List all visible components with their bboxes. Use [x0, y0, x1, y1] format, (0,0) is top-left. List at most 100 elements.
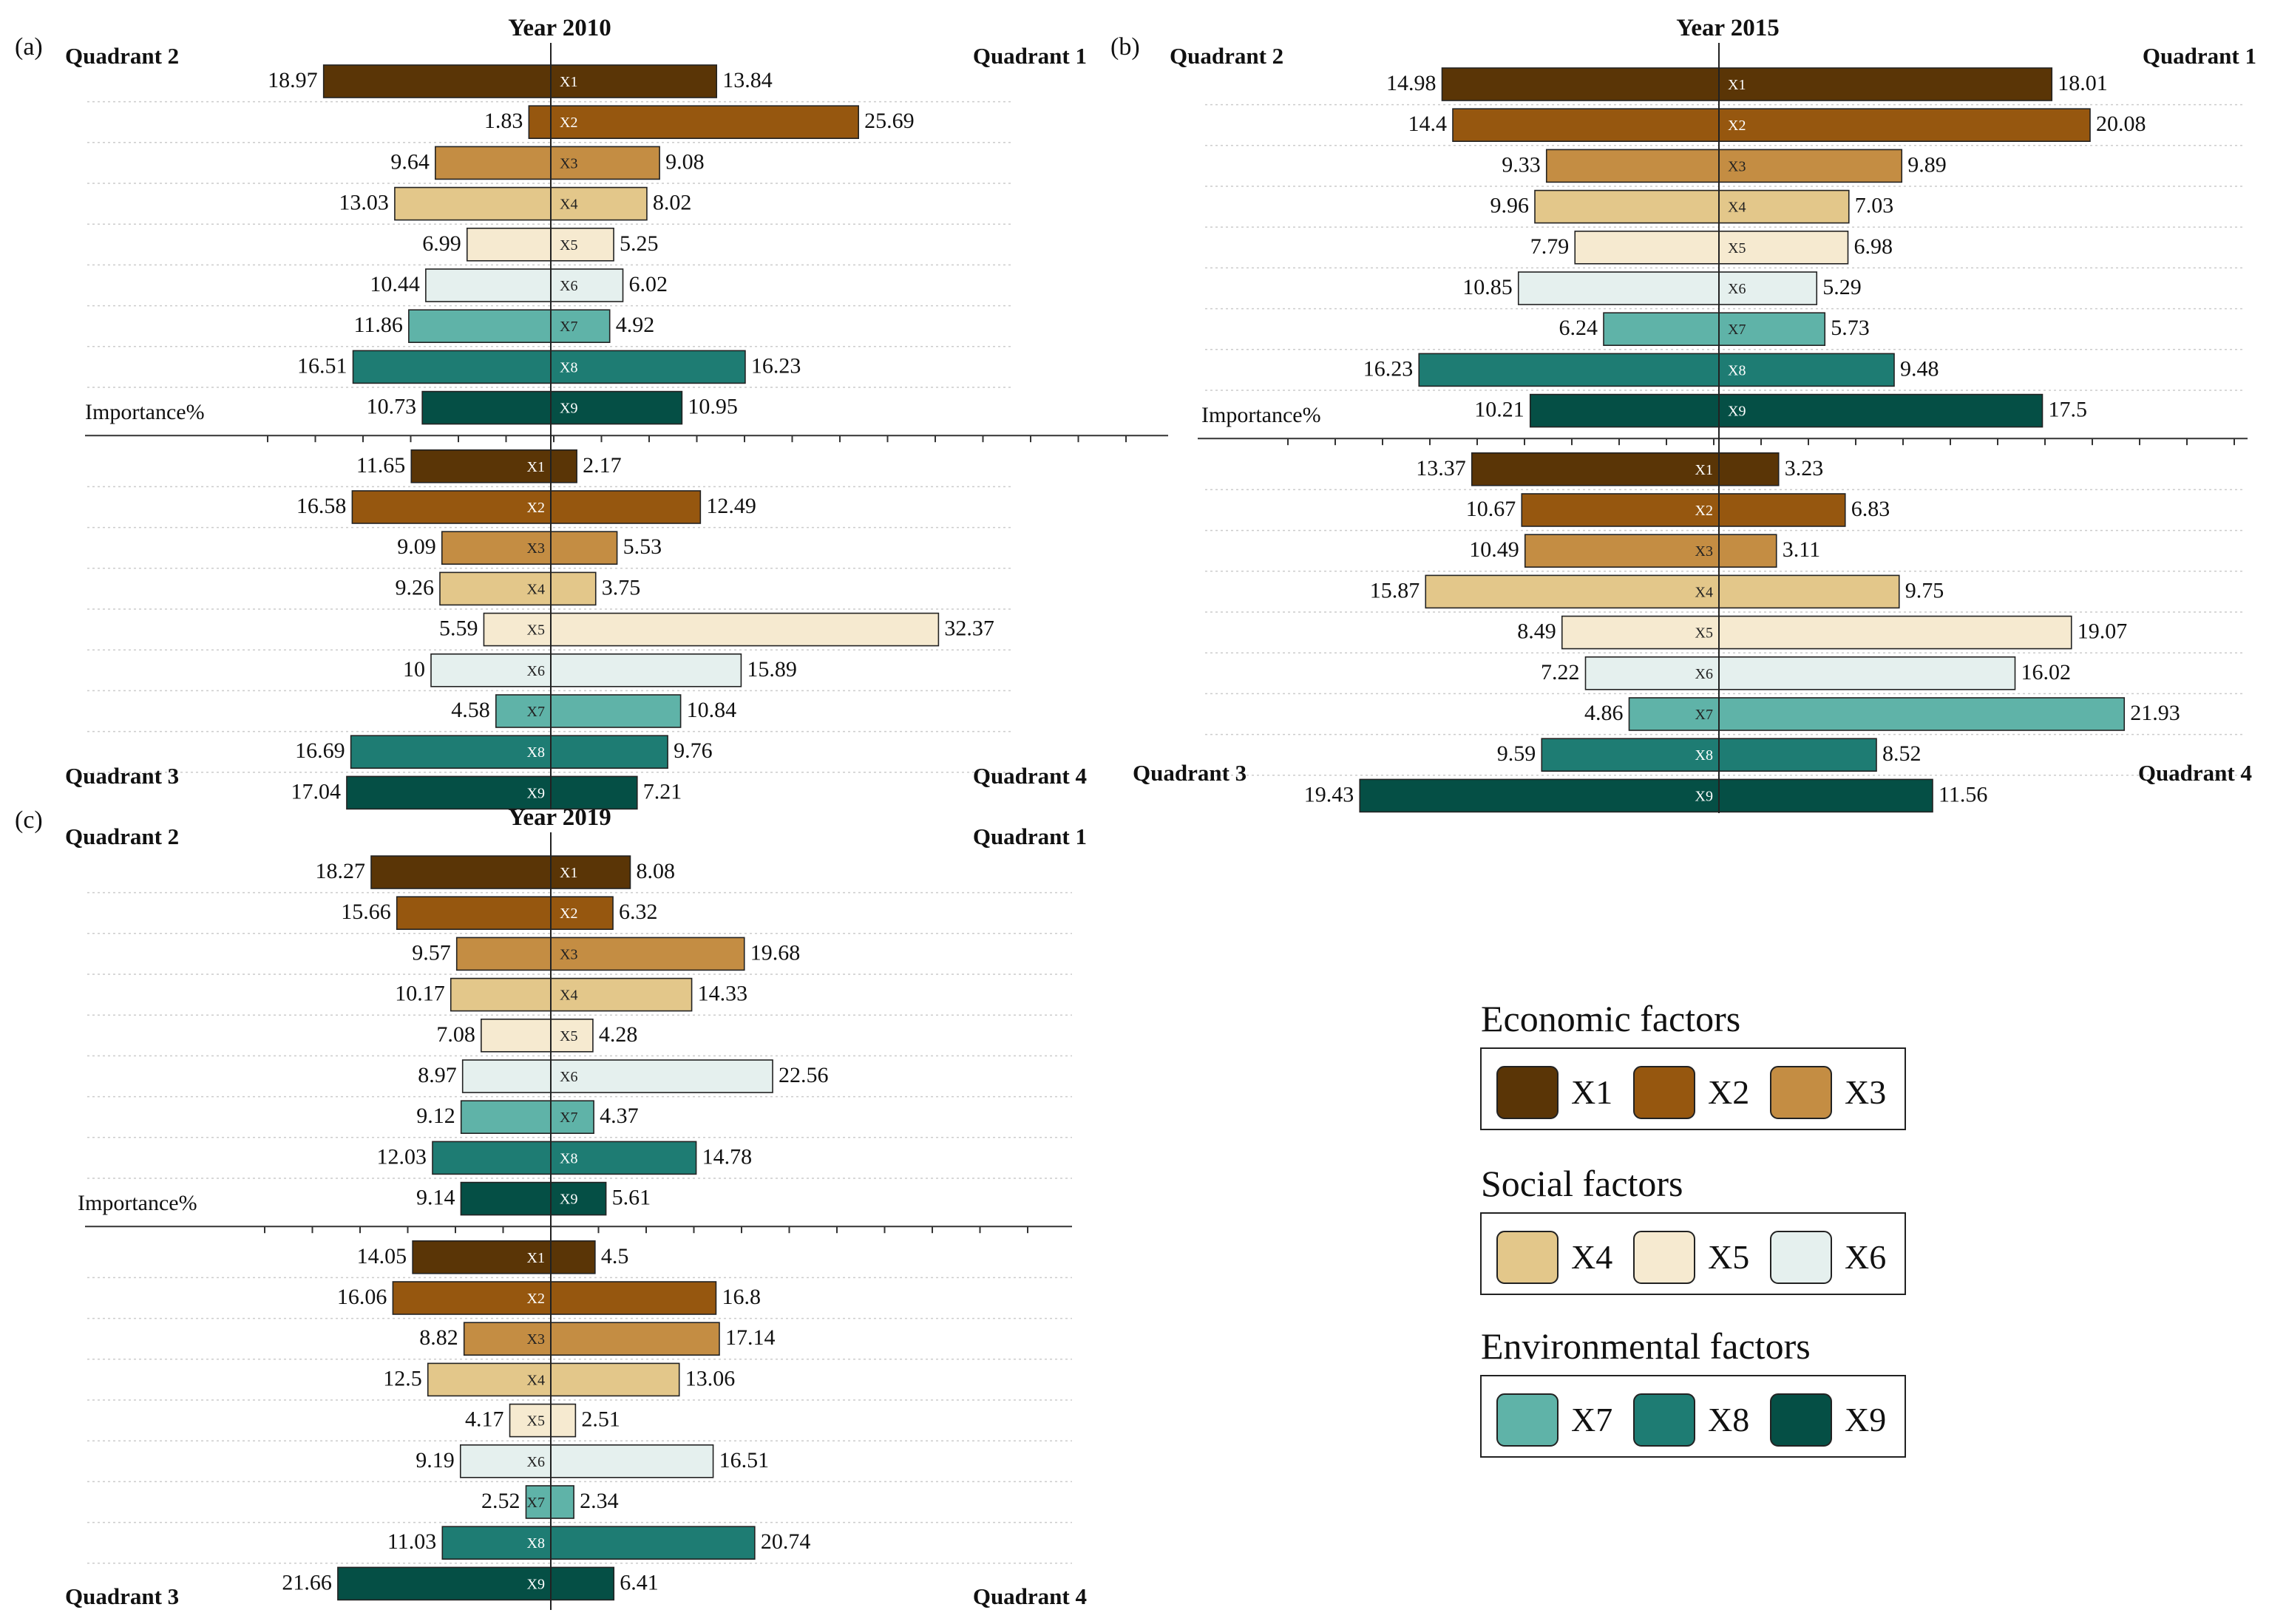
value-label: 20.08: [2096, 112, 2146, 136]
value-label: 8.08: [636, 859, 675, 883]
bar-upper-right-X5: [1718, 230, 1849, 265]
value-label: 21.93: [2130, 701, 2180, 725]
bar-lower-left-X6: [1584, 656, 1720, 690]
value-label: 9.19: [416, 1448, 455, 1472]
value-label: 5.59: [439, 616, 478, 641]
bar-upper-left-X8: [432, 1141, 552, 1175]
category-label-X5: X5: [560, 237, 577, 254]
category-label-X6: X6: [1695, 666, 1713, 682]
value-label: 13.37: [1416, 456, 1466, 480]
value-label: 17.5: [2049, 398, 2088, 422]
bar-upper-right-X1: [1718, 67, 2053, 101]
category-label-X4: X4: [560, 988, 577, 1004]
value-label: 12.5: [383, 1366, 422, 1390]
category-label-X7: X7: [560, 1110, 577, 1126]
value-label: 8.97: [418, 1063, 457, 1087]
value-label: 16.51: [297, 353, 347, 378]
category-label-X3: X3: [560, 155, 577, 171]
bar-lower-left-X8: [441, 1526, 552, 1560]
legend-label-X9: X9: [1845, 1401, 1886, 1438]
value-label: 9.75: [1905, 578, 1944, 602]
value-label: 5.53: [623, 534, 662, 559]
category-label-X3: X3: [1728, 158, 1746, 174]
bar-lower-right-X3: [1718, 534, 1777, 568]
value-label: 2.52: [481, 1489, 520, 1513]
value-label: 2.17: [583, 453, 622, 478]
category-label-X5: X5: [1728, 240, 1746, 256]
bar-lower-right-X6: [550, 653, 742, 687]
value-label: 21.66: [282, 1570, 332, 1594]
value-label: 4.92: [616, 313, 655, 337]
bar-upper-right-X8: [550, 350, 746, 384]
bar-upper-left-X1: [1441, 67, 1720, 101]
bar-upper-left-X9: [460, 1181, 552, 1216]
category-label-X1: X1: [527, 459, 545, 475]
bar-lower-right-X4: [550, 1362, 680, 1397]
category-label-X5: X5: [560, 1028, 577, 1044]
value-label: 5.29: [1822, 275, 1862, 299]
legend-swatch-X1: [1496, 1066, 1559, 1119]
value-label: 16.8: [722, 1285, 760, 1309]
value-label: 12.49: [706, 494, 756, 518]
value-label: 8.49: [1517, 619, 1556, 644]
quadrant-2-label: Quadrant 2: [65, 823, 179, 849]
bar-upper-right-X9: [550, 1181, 607, 1216]
value-label: 10.44: [370, 272, 420, 296]
value-label: 22.56: [779, 1063, 829, 1087]
value-label: 10.84: [687, 698, 737, 722]
value-label: 11.86: [353, 313, 402, 337]
category-label-X8: X8: [527, 1535, 545, 1552]
bar-upper-left-X4: [450, 977, 552, 1012]
quadrant-4-label: Quadrant 4: [973, 763, 1087, 789]
value-label: 10.73: [367, 395, 417, 419]
bar-upper-left-X9: [421, 390, 552, 425]
value-label: 6.83: [1851, 497, 1890, 521]
category-label-X7: X7: [1695, 707, 1713, 723]
quadrant-4-label: Quadrant 4: [973, 1583, 1087, 1609]
category-label-X7: X7: [527, 1495, 545, 1511]
bar-lower-left-X9: [1359, 778, 1720, 813]
category-label-X2: X2: [1728, 118, 1746, 134]
category-label-X3: X3: [527, 1331, 545, 1348]
bar-upper-right-X1: [550, 855, 631, 889]
bar-upper-left-X3: [1545, 149, 1720, 183]
bar-upper-right-X9: [1718, 393, 2044, 428]
legend-label-X1: X1: [1571, 1073, 1612, 1111]
quadrant-2-label: Quadrant 2: [1170, 43, 1283, 69]
bar-upper-left-X8: [1418, 353, 1720, 387]
category-label-X1: X1: [1695, 462, 1713, 478]
value-label: 6.32: [619, 900, 658, 924]
bar-lower-left-X7: [495, 694, 552, 728]
category-label-X4: X4: [560, 197, 577, 213]
category-label-X1: X1: [527, 1250, 545, 1266]
value-label: 13.03: [339, 191, 389, 215]
quadrant-3-label: Quadrant 3: [65, 1583, 179, 1609]
value-label: 7.03: [1855, 194, 1894, 218]
importance-label: Importance%: [1201, 403, 1321, 427]
legend-group-title: Economic factors: [1481, 998, 1740, 1039]
bar-lower-right-X1: [1718, 452, 1780, 486]
value-label: 19.43: [1304, 782, 1354, 806]
value-label: 16.23: [751, 353, 801, 378]
bar-lower-right-X6: [1718, 656, 2016, 690]
value-label: 4.28: [599, 1022, 638, 1047]
bar-upper-right-X9: [550, 390, 683, 425]
value-label: 16.51: [719, 1448, 770, 1472]
bar-lower-right-X3: [550, 1322, 720, 1356]
value-label: 5.73: [1831, 316, 1870, 340]
bar-lower-right-X4: [1718, 574, 1900, 609]
bar-upper-right-X4: [550, 186, 648, 221]
category-label-X5: X5: [527, 1413, 545, 1430]
category-label-X9: X9: [560, 401, 577, 417]
category-label-X7: X7: [527, 704, 545, 720]
quadrant-3-label: Quadrant 3: [1133, 760, 1247, 786]
category-label-X3: X3: [527, 540, 545, 557]
bar-upper-left-X7: [460, 1100, 552, 1134]
bar-upper-left-X6: [1517, 271, 1720, 305]
value-label: 2.34: [580, 1489, 619, 1513]
panel-1: Importance% 18.97 13.84 X1 1.83 25.69 X2 9.64 9.…: [15, 15, 1168, 810]
value-label: 19.68: [750, 940, 801, 965]
panel-title: Year 2010: [508, 15, 611, 41]
bar-lower-left-X8: [1541, 738, 1720, 772]
panel-title: Year 2019: [508, 804, 611, 831]
